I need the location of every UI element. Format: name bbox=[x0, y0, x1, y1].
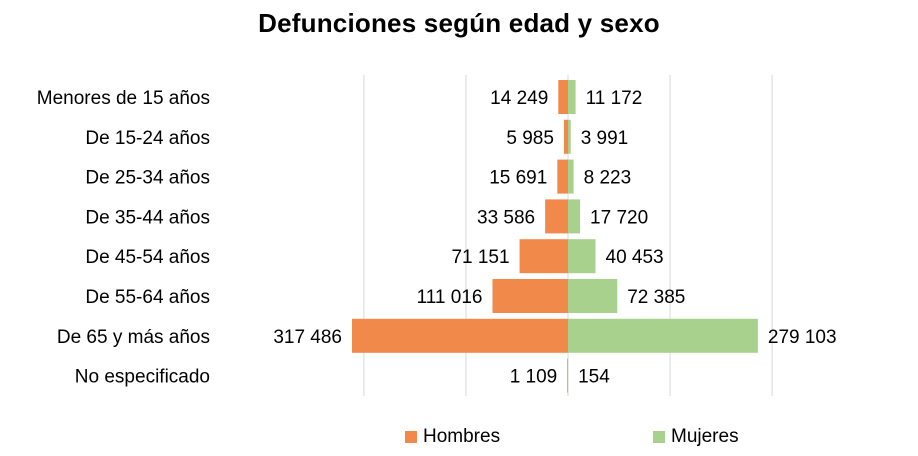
legend-label-mujeres: Mujeres bbox=[671, 426, 739, 447]
category-label-no-especificado: No especificado bbox=[75, 367, 210, 388]
bar-mujeres-de-25-34-a-os bbox=[568, 159, 574, 194]
category-label-menores-de-15-a-os: Menores de 15 años bbox=[37, 88, 210, 109]
category-label-de-55-64-a-os: De 55-64 años bbox=[85, 287, 210, 308]
bar-mujeres-de-45-54-a-os bbox=[568, 239, 596, 274]
legend-item-hombres: Hombres bbox=[405, 426, 500, 448]
data-label-hombres-de-65-y-m-s-a-os: 317 486 bbox=[273, 327, 342, 348]
bar-hombres-de-55-64-a-os bbox=[492, 279, 568, 313]
data-label-hombres-de-45-54-a-os: 71 151 bbox=[451, 247, 509, 268]
data-label-mujeres-menores-de-15-a-os: 11 172 bbox=[586, 88, 643, 109]
chart-title: Defunciones según edad y sexo bbox=[258, 8, 660, 38]
bar-hombres-menores-de-15-a-os bbox=[558, 80, 568, 114]
data-label-hombres-de-25-34-a-os: 15 691 bbox=[489, 168, 547, 189]
data-label-mujeres-de-65-y-m-s-a-os: 279 103 bbox=[768, 327, 837, 348]
data-label-mujeres-de-45-54-a-os: 40 453 bbox=[606, 247, 664, 268]
data-label-hombres-de-35-44-a-os: 33 586 bbox=[477, 207, 535, 228]
bar-mujeres-menores-de-15-a-os bbox=[568, 80, 576, 114]
data-label-mujeres-no-especificado: 154 bbox=[578, 367, 610, 388]
category-label-de-65-y-m-s-a-os: De 65 y más años bbox=[57, 327, 210, 348]
data-label-hombres-menores-de-15-a-os: 14 249 bbox=[490, 88, 548, 109]
legend-label-hombres: Hombres bbox=[423, 426, 501, 447]
data-label-hombres-no-especificado: 1 109 bbox=[510, 367, 558, 388]
bar-hombres-de-25-34-a-os bbox=[557, 159, 568, 194]
category-label-de-45-54-a-os: De 45-54 años bbox=[85, 247, 210, 268]
bar-mujeres-de-35-44-a-os bbox=[568, 199, 581, 234]
legend-item-mujeres: Mujeres bbox=[653, 426, 739, 448]
data-label-mujeres-de-25-34-a-os: 8 223 bbox=[584, 168, 632, 189]
bar-mujeres-de-65-y-m-s-a-os bbox=[568, 318, 758, 353]
bar-hombres-de-15-24-a-os bbox=[563, 119, 568, 154]
legend-swatch-mujeres bbox=[653, 431, 665, 443]
legend-swatch-hombres bbox=[405, 431, 417, 443]
data-label-mujeres-de-55-64-a-os: 72 385 bbox=[627, 287, 685, 308]
bar-mujeres-de-15-24-a-os bbox=[568, 119, 571, 154]
data-label-mujeres-de-35-44-a-os: 17 720 bbox=[590, 207, 648, 228]
bar-hombres-de-65-y-m-s-a-os bbox=[352, 318, 568, 353]
data-label-hombres-de-15-24-a-os: 5 985 bbox=[506, 128, 554, 149]
data-label-hombres-de-55-64-a-os: 111 016 bbox=[417, 287, 483, 308]
bar-hombres-de-35-44-a-os bbox=[545, 199, 568, 234]
data-label-mujeres-de-15-24-a-os: 3 991 bbox=[581, 128, 629, 149]
bar-hombres-de-45-54-a-os bbox=[519, 239, 568, 274]
category-label-de-35-44-a-os: De 35-44 años bbox=[85, 207, 210, 228]
category-label-de-25-34-a-os: De 25-34 años bbox=[85, 168, 210, 189]
bar-mujeres-de-55-64-a-os bbox=[568, 279, 618, 313]
bar-hombres-no-especificado bbox=[567, 358, 568, 393]
category-label-de-15-24-a-os: De 15-24 años bbox=[85, 128, 210, 149]
